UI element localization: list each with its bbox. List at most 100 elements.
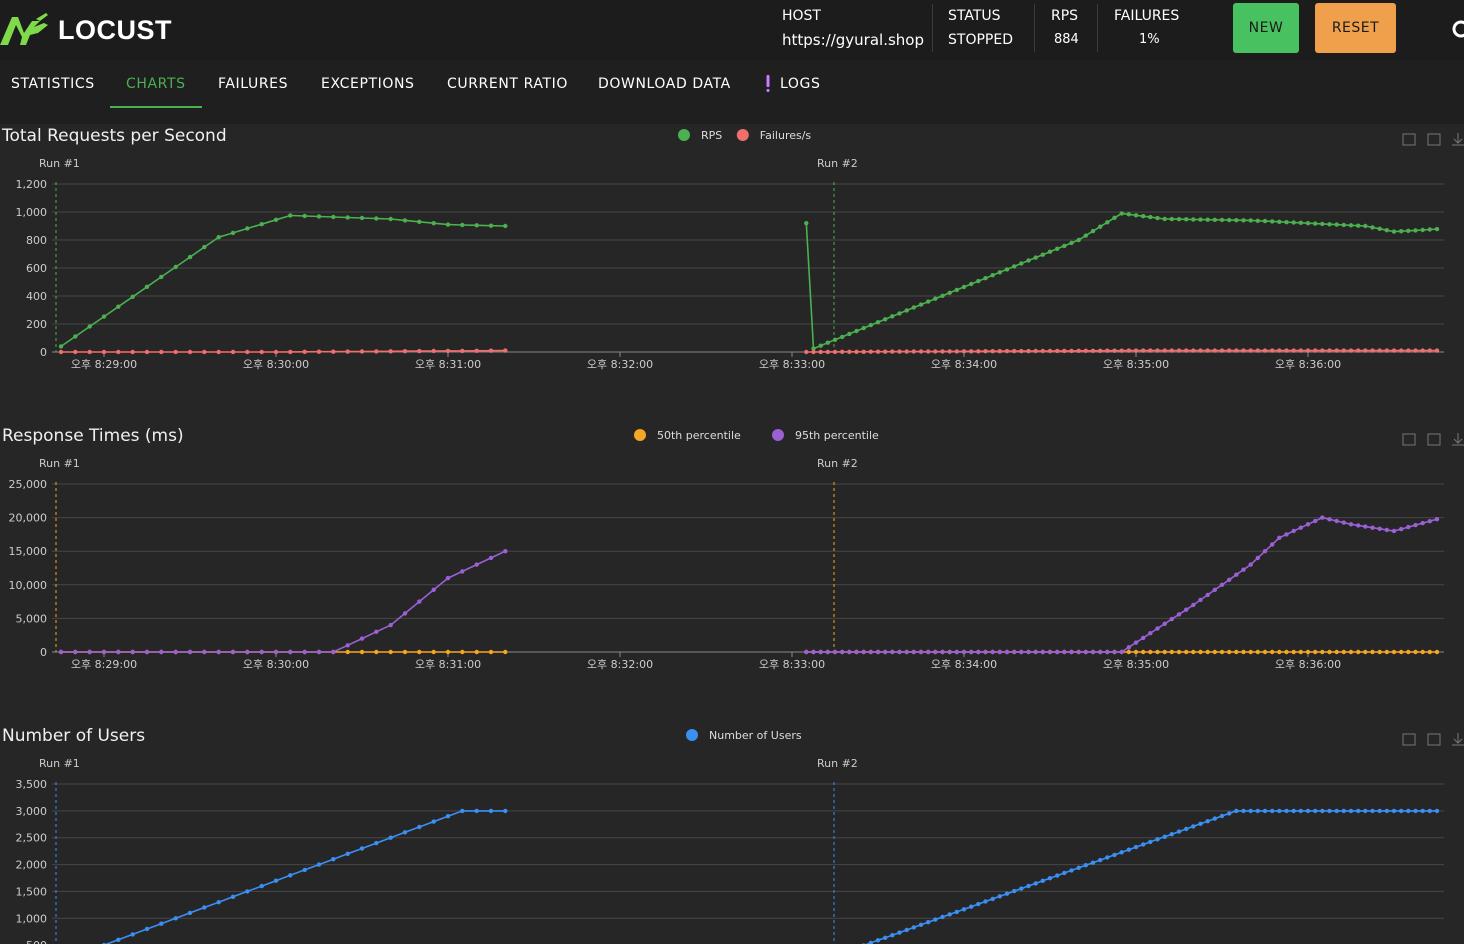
data-point	[1155, 649, 1160, 655]
data-point	[1047, 649, 1053, 655]
data-point	[388, 649, 393, 655]
y-tick-label: 10,000	[9, 579, 48, 592]
y-tick-label: 15,000	[9, 545, 48, 558]
run-label: Run #1	[39, 757, 80, 770]
data-point	[983, 649, 988, 655]
data-point	[1198, 217, 1203, 222]
data-point	[904, 649, 909, 655]
tab-current-ratio[interactable]: CURRENT RATIO	[447, 76, 568, 92]
data-point	[73, 349, 78, 355]
data-point	[804, 221, 809, 226]
data-point	[1019, 886, 1024, 891]
data-point	[1126, 212, 1132, 217]
data-point	[1205, 217, 1210, 222]
data-point	[847, 349, 852, 354]
data-point	[883, 317, 888, 322]
y-tick-label: 20,000	[9, 512, 48, 525]
new-test-button[interactable]: NEW	[1233, 3, 1299, 53]
data-point	[918, 649, 924, 655]
data-point	[288, 873, 293, 878]
data-point	[1076, 865, 1081, 870]
data-point	[101, 314, 107, 319]
download-icon[interactable]	[1452, 433, 1464, 446]
data-point	[144, 284, 150, 289]
data-point	[897, 349, 902, 354]
data-point	[997, 894, 1002, 899]
tab-failures[interactable]: FAILURES	[218, 76, 289, 92]
data-point	[431, 348, 436, 354]
data-point	[359, 215, 365, 221]
status-value: STOPPED	[948, 32, 1013, 48]
data-point	[1305, 221, 1311, 226]
data-point	[1076, 237, 1081, 243]
data-point	[359, 846, 365, 851]
data-point	[1327, 222, 1332, 227]
tab-charts[interactable]: CHARTS	[126, 76, 186, 92]
data-point	[1004, 267, 1010, 272]
data-point	[73, 649, 78, 655]
data-point	[890, 349, 895, 354]
data-point	[460, 649, 465, 655]
data-point	[1270, 219, 1275, 224]
gear-icon[interactable]	[1450, 18, 1464, 40]
data-point	[1105, 220, 1110, 225]
tab-logs[interactable]: LOGS	[780, 76, 821, 92]
data-point	[940, 293, 945, 298]
data-point	[1176, 612, 1182, 617]
data-point	[1391, 528, 1397, 534]
data-point	[1420, 649, 1425, 655]
data-point	[918, 922, 924, 927]
data-point	[883, 935, 888, 940]
zoom-reset-icon[interactable]	[1427, 733, 1441, 746]
data-point	[1413, 348, 1418, 353]
reset-button[interactable]: RESET	[1315, 3, 1396, 53]
download-icon[interactable]	[1452, 733, 1464, 746]
data-point	[954, 909, 959, 915]
zoom-reset-icon[interactable]	[1427, 133, 1441, 146]
data-point	[1320, 221, 1325, 227]
data-point	[1413, 649, 1418, 655]
zoom-reset-icon[interactable]	[1427, 433, 1441, 446]
data-point	[911, 349, 916, 354]
data-point	[990, 649, 995, 655]
data-point	[144, 649, 150, 655]
data-point	[1406, 808, 1411, 814]
locust-logo[interactable]: LOCUST	[0, 10, 172, 50]
zoom-icon[interactable]	[1402, 133, 1416, 146]
data-point	[1427, 519, 1433, 524]
data-point	[1126, 645, 1132, 650]
data-point	[1169, 348, 1175, 353]
tab-statistics[interactable]: STATISTICS	[11, 76, 95, 92]
data-point	[1284, 348, 1289, 353]
data-point	[503, 649, 508, 655]
data-point	[1298, 808, 1304, 814]
zoom-icon[interactable]	[1402, 433, 1416, 446]
tab-exceptions[interactable]: EXCEPTIONS	[321, 76, 415, 92]
tab-download-data[interactable]: DOWNLOAD DATA	[598, 76, 731, 92]
data-point	[345, 851, 350, 856]
rps-chart[interactable]: RPS Failures/s Run #1 Run #2 1,200 1,000 800 60…	[0, 124, 1464, 380]
data-point	[947, 349, 952, 354]
data-point	[976, 349, 981, 354]
data-point	[1112, 348, 1117, 353]
data-point	[1098, 348, 1103, 353]
users-chart[interactable]: Number of Users Run #1 Run #2 3,500 3,000 2,5…	[0, 724, 1464, 944]
data-point	[911, 649, 916, 655]
data-point	[1262, 218, 1268, 224]
data-point	[1198, 348, 1203, 353]
zoom-icon[interactable]	[1402, 733, 1416, 746]
data-point	[1090, 860, 1096, 865]
data-point	[990, 349, 995, 354]
data-point	[854, 649, 859, 655]
data-point	[1363, 348, 1368, 353]
data-point	[417, 649, 422, 655]
data-point	[1033, 649, 1038, 655]
download-icon[interactable]	[1452, 133, 1464, 146]
data-point	[1191, 649, 1196, 655]
y-tick-label: 1,000	[16, 206, 48, 219]
response-times-chart[interactable]: 50th percentile 95th percentile Run #1 Run …	[0, 424, 1464, 680]
x-tick-label: 오후 8:35:00	[1103, 658, 1169, 671]
y-tick-label: 0	[40, 646, 47, 659]
data-point	[116, 649, 121, 655]
data-point	[402, 611, 408, 616]
